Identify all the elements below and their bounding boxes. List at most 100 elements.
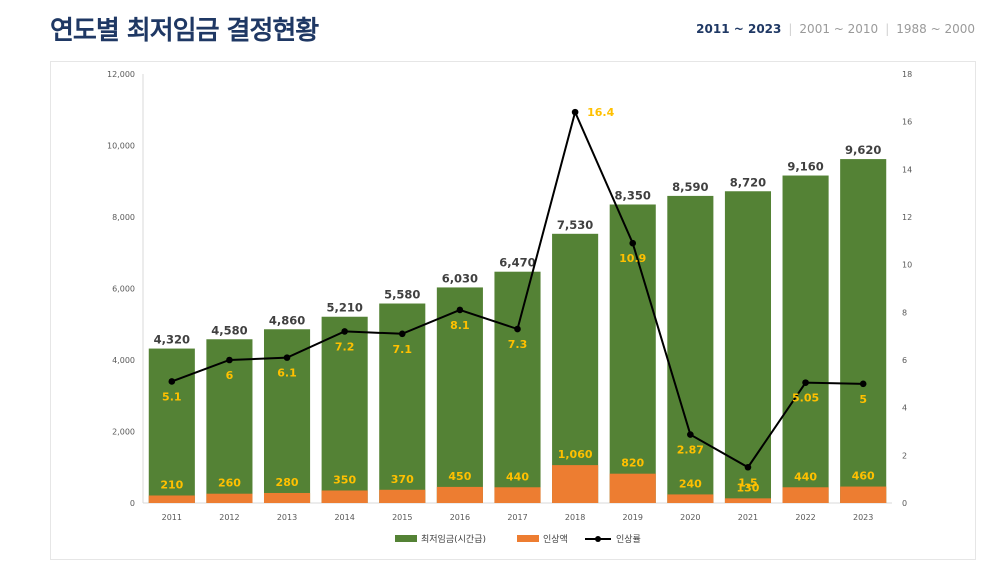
rate-value-label: 7.1 <box>393 343 413 356</box>
y-left-tick-label: 4,000 <box>112 356 135 365</box>
wage-value-label: 8,720 <box>730 175 766 189</box>
rate-value-label: 8.1 <box>450 319 470 332</box>
x-tick-label: 2012 <box>219 513 239 522</box>
wage-value-label: 5,210 <box>326 301 362 315</box>
legend-label-increase: 인상액 <box>543 533 568 545</box>
increase-bar <box>206 493 253 503</box>
rate-value-label: 10.9 <box>619 252 646 265</box>
chart-frame: 0 2,000 4,000 6,000 8,000 10,000 12,000 0 2 4 6 8 10… <box>50 61 976 560</box>
rate-point <box>283 354 291 361</box>
y-right-tick-label: 16 <box>902 118 912 127</box>
wage-value-label: 7,530 <box>557 218 593 232</box>
legend-label-rate: 인상률 <box>616 534 641 545</box>
rate-value-label: 1.5 <box>738 476 758 489</box>
period-nav: 2011 ~ 2023 | 2001 ~ 2010 | 1988 ~ 2000 <box>696 22 975 36</box>
wage-bar <box>724 191 772 503</box>
rate-value-label: 6 <box>226 369 234 382</box>
wage-bar <box>436 287 483 503</box>
x-tick-label: 2011 <box>162 513 182 522</box>
legend-label-wage: 최저임금(시간급) <box>421 533 486 545</box>
increase-bar <box>263 492 311 503</box>
rate-value-label: 6.1 <box>277 367 297 380</box>
y-right-tick-label: 8 <box>902 308 907 317</box>
increase-value-label: 210 <box>160 478 183 491</box>
rate-point <box>687 431 694 438</box>
rate-point <box>341 328 348 335</box>
increase-value-label: 280 <box>276 476 299 489</box>
increase-value-label: 820 <box>621 457 644 470</box>
wage-value-label: 6,470 <box>499 256 535 270</box>
x-tick-label: 2014 <box>334 513 354 522</box>
rate-point <box>514 325 521 333</box>
period-tab-2011-2023[interactable]: 2011 ~ 2023 <box>696 22 782 36</box>
x-tick-label: 2015 <box>392 513 412 522</box>
x-tick-label: 2018 <box>565 513 585 522</box>
increase-value-label: 240 <box>679 477 702 490</box>
rate-value-label: 5.05 <box>792 392 819 405</box>
wage-value-label: 9,160 <box>787 160 823 174</box>
y-left-tick-label: 12,000 <box>107 70 135 79</box>
minimum-wage-chart: 0 2,000 4,000 6,000 8,000 10,000 12,000 0 2 4 6 8 10… <box>107 70 912 545</box>
period-separator: | <box>788 22 793 36</box>
y-right-tick-label: 14 <box>902 165 912 174</box>
increase-bar <box>667 494 714 503</box>
legend-swatch-increase <box>517 535 539 542</box>
increase-bar <box>724 498 772 503</box>
increase-value-label: 370 <box>391 473 414 486</box>
y-right-tick-label: 10 <box>902 261 912 270</box>
wage-value-label: 8,350 <box>615 188 651 202</box>
period-separator: | <box>885 22 890 36</box>
wage-value-label: 8,590 <box>672 180 708 194</box>
rate-value-label: 5.1 <box>162 390 182 403</box>
y-right-tick-label: 12 <box>902 213 912 222</box>
wage-value-label: 4,580 <box>211 323 247 337</box>
x-tick-label: 2013 <box>277 513 297 522</box>
increase-bar <box>148 495 195 503</box>
rate-point <box>629 239 637 247</box>
y-right-tick-label: 18 <box>902 70 912 79</box>
y-right-tick-label: 2 <box>902 451 907 460</box>
x-tick-label: 2019 <box>623 513 643 522</box>
rate-point <box>744 463 752 471</box>
y-left-tick-label: 0 <box>130 499 135 508</box>
page-title: 연도별 최저임금 결정현황 <box>50 16 319 46</box>
increase-value-label: 130 <box>736 481 759 494</box>
rate-point <box>398 330 406 338</box>
increase-bar <box>321 490 368 503</box>
wage-value-label: 4,860 <box>269 313 305 327</box>
y-right-tick-label: 6 <box>902 356 907 365</box>
rate-point <box>859 380 867 388</box>
wage-bar <box>494 271 541 503</box>
wage-bar <box>321 316 368 503</box>
x-tick-label: 2023 <box>853 513 873 522</box>
increase-bar <box>840 486 887 503</box>
rate-point <box>168 378 176 385</box>
y-left-tick-label: 10,000 <box>107 142 135 151</box>
increase-bar <box>436 486 483 503</box>
period-tab-1988-2000[interactable]: 1988 ~ 2000 <box>896 22 975 36</box>
rate-value-label: 5 <box>859 393 867 406</box>
wage-bar <box>840 159 887 503</box>
rate-point <box>226 356 233 364</box>
rate-point <box>802 379 809 386</box>
wage-bar <box>667 195 714 503</box>
increase-value-label: 1,060 <box>558 448 593 461</box>
x-tick-label: 2020 <box>680 513 700 522</box>
increase-value-label: 260 <box>218 477 241 490</box>
increase-value-label: 350 <box>333 473 356 486</box>
y-right-tick-label: 4 <box>902 404 907 413</box>
wage-value-label: 4,320 <box>154 333 190 347</box>
wage-value-label: 9,620 <box>845 143 881 157</box>
wage-value-label: 5,580 <box>384 288 420 302</box>
wage-bar <box>609 204 656 504</box>
period-tab-2001-2010[interactable]: 2001 ~ 2010 <box>799 22 879 36</box>
x-tick-label: 2017 <box>507 513 527 522</box>
rate-value-label: 16.4 <box>587 106 614 119</box>
increase-bar <box>782 487 829 503</box>
increase-bar <box>379 489 426 503</box>
x-tick-label: 2016 <box>450 513 470 522</box>
wage-bar <box>782 175 829 503</box>
wage-value-label: 6,030 <box>442 271 478 285</box>
rate-value-label: 2.87 <box>677 444 704 457</box>
y-right-tick-label: 0 <box>902 499 907 508</box>
